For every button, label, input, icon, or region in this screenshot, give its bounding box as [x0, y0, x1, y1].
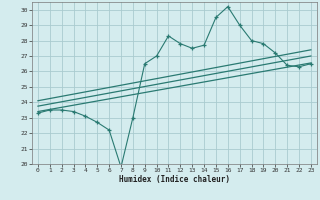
X-axis label: Humidex (Indice chaleur): Humidex (Indice chaleur) — [119, 175, 230, 184]
